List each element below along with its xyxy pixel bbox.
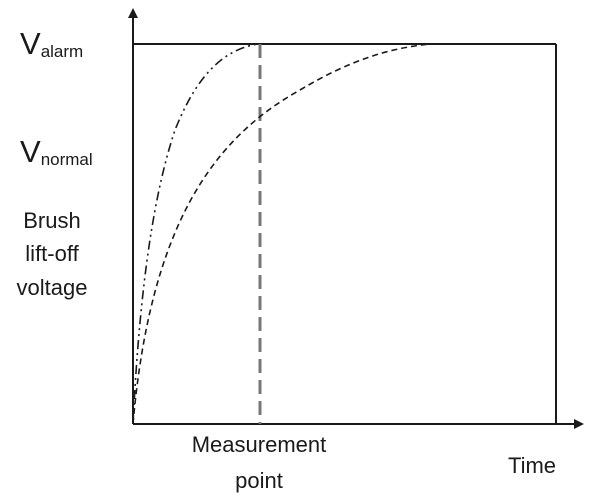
- v-normal-label: Vnormal: [20, 134, 93, 169]
- measurement-label-line-1: Measurement: [192, 432, 327, 457]
- y-axis-label-line-3: voltage: [17, 275, 88, 300]
- slow-rise-curve: [132, 43, 431, 425]
- fast-rise-curve: [132, 43, 259, 425]
- v-alarm-label: Valarm: [20, 26, 83, 61]
- y-axis-label-line-1: Brush: [23, 208, 80, 233]
- measurement-label-line-2: point: [235, 468, 283, 493]
- x-axis-label: Time: [508, 453, 556, 478]
- y-axis-label-line-2: lift-off: [25, 241, 79, 266]
